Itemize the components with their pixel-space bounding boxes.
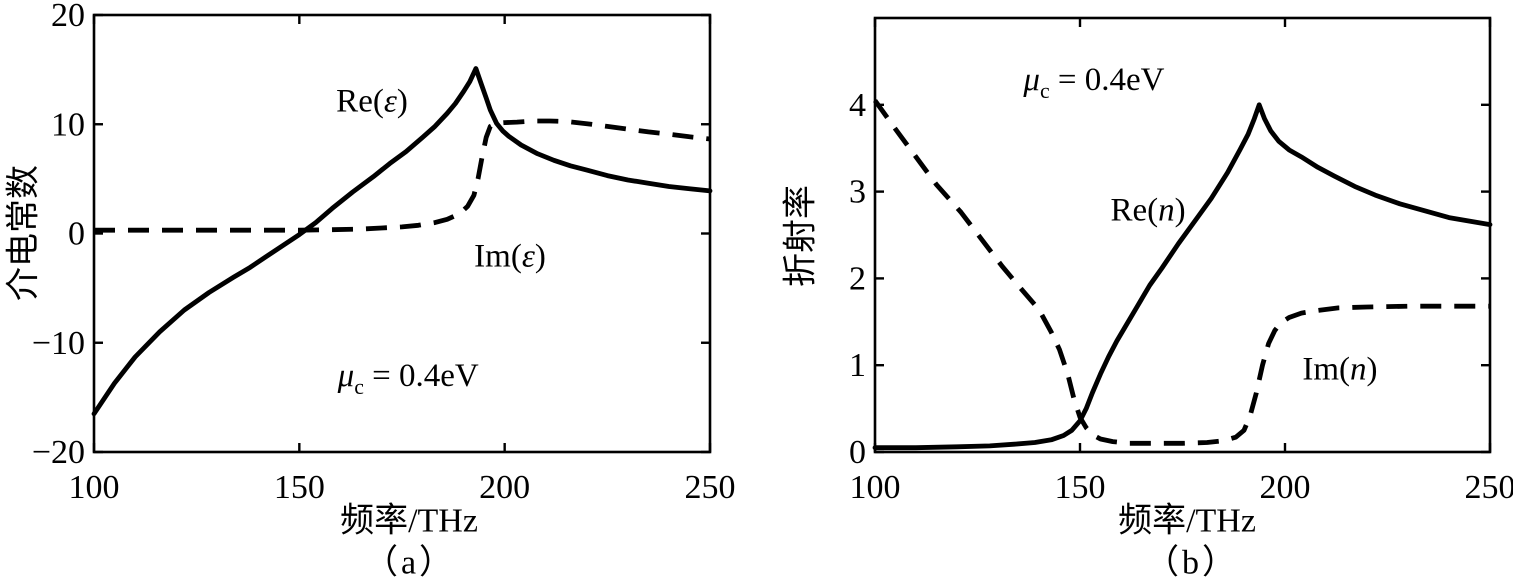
x-tick-label: 150 — [1055, 469, 1106, 506]
label-suffix: ) — [1174, 192, 1186, 229]
series-path-reε — [91, 66, 713, 417]
x-tick-label: 200 — [479, 469, 530, 506]
label-prefix: Re( — [336, 83, 384, 120]
mu-subscript: c — [354, 374, 364, 399]
y-tick-label: 0 — [68, 216, 85, 253]
y-tick-label: 1 — [849, 347, 866, 384]
mu-subscript: c — [1039, 78, 1050, 103]
annotation-mu-b: μc = 0.4eV — [1023, 62, 1164, 104]
series-path-imε — [94, 118, 711, 233]
x-tick-label: 150 — [274, 469, 325, 506]
axis-box — [873, 16, 1492, 454]
mu-value: = 0.4eV — [363, 358, 479, 394]
y-tick-label: 0 — [849, 434, 866, 471]
y-tick-label: 10 — [51, 106, 85, 143]
series-label-im-epsilon: Im(ε) — [474, 238, 546, 275]
panel-caption-a: （a） — [363, 544, 457, 582]
x-axis-label-b: 频率/THz — [1118, 502, 1256, 540]
y-tick-label: 4 — [849, 87, 866, 124]
label-suffix: ) — [534, 238, 546, 275]
panel-caption-b: （b） — [1145, 544, 1239, 582]
label-prefix: Im( — [1302, 351, 1351, 388]
chart-a: 100 150 200 250 −20 −10 0 10 20 — [32, 0, 736, 506]
x-tick-label: 100 — [69, 469, 120, 506]
label-prefix: Re( — [1110, 192, 1159, 229]
epsilon-symbol: ε — [383, 83, 397, 120]
y-axis-label-b: 折射率 — [782, 185, 820, 287]
y-axis-label-a: 介电常数 — [5, 165, 43, 301]
mu-symbol: μ — [337, 358, 355, 394]
chart-b: 100 150 200 250 0 1 2 3 4 — [849, 16, 1513, 506]
label-suffix: ) — [396, 83, 408, 120]
y-tick-label: 3 — [849, 174, 866, 211]
series-path-imn — [873, 99, 1490, 446]
x-tick-label: 200 — [1260, 469, 1311, 506]
annotation-mu-a: μc = 0.4eV — [338, 358, 479, 400]
n-symbol: n — [1158, 192, 1175, 229]
series-label-re-n: Re(n) — [1110, 192, 1185, 229]
mu-value: = 0.4eV — [1049, 62, 1165, 99]
label-prefix: Im( — [474, 238, 522, 275]
series-path-ren — [872, 102, 1493, 451]
epsilon-symbol: ε — [521, 238, 535, 275]
y-tick-label: 2 — [849, 260, 866, 297]
n-symbol: n — [1350, 351, 1367, 388]
y-tick-label: −20 — [32, 434, 85, 471]
x-tick-label: 250 — [1465, 469, 1513, 506]
y-tick-label: −10 — [32, 325, 85, 362]
x-tick-label: 250 — [685, 469, 736, 506]
series-label-im-n: Im(n) — [1302, 352, 1377, 389]
x-tick-label: 100 — [850, 469, 901, 506]
label-suffix: ) — [1366, 351, 1378, 388]
y-tick-label: 20 — [51, 0, 85, 34]
series-label-re-epsilon: Re(ε) — [336, 84, 408, 121]
x-axis-label-a: 频率/THz — [340, 502, 478, 540]
mu-symbol: μ — [1023, 62, 1040, 99]
